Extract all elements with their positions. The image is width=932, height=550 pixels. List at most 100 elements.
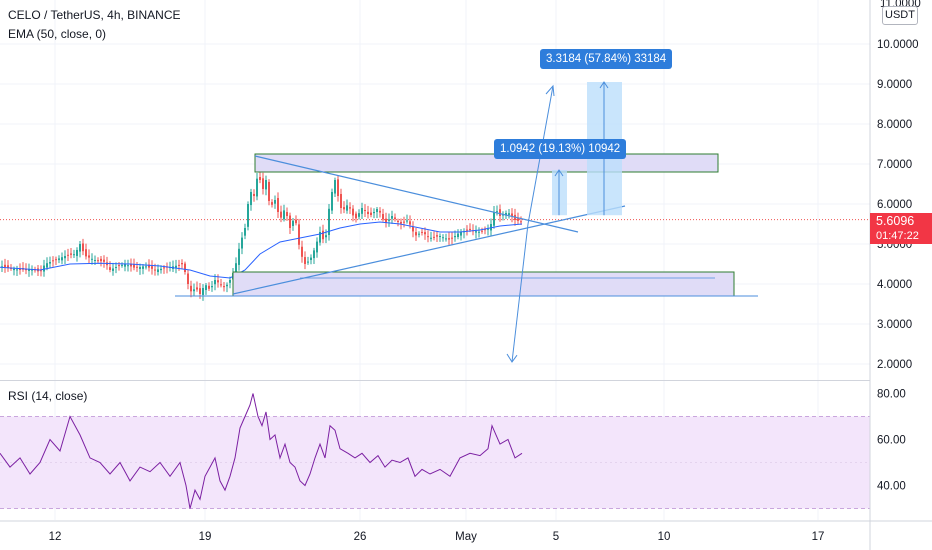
candle-body	[436, 235, 438, 237]
candle-body	[163, 267, 165, 269]
candle-body	[247, 204, 249, 227]
candle-body	[517, 218, 519, 221]
candle-body	[469, 228, 471, 230]
candle-body	[337, 179, 339, 196]
time-tick-label: 10	[658, 531, 671, 543]
candle-body	[142, 266, 144, 269]
candle-body	[457, 233, 459, 237]
candle-body	[403, 221, 405, 223]
symbol-legend: CELO / TetherUS, 4h, BINANCE	[8, 8, 181, 22]
candle-body	[259, 177, 261, 180]
candle-body	[223, 286, 225, 288]
candle-body	[388, 219, 390, 221]
candle-body	[118, 265, 120, 267]
candle-body	[157, 269, 159, 272]
candle-body	[40, 270, 42, 272]
candle-body	[76, 250, 78, 256]
candle-body	[442, 237, 444, 239]
candle-body	[85, 249, 87, 257]
candle-body	[340, 194, 342, 208]
candle-body	[277, 198, 279, 212]
ema-line	[0, 221, 523, 279]
price-tick-label: 10.0000	[877, 39, 919, 51]
candle-body	[346, 205, 348, 211]
candle-body	[79, 244, 81, 252]
candle-body	[310, 257, 312, 261]
candle-body	[121, 264, 123, 266]
resistance-zone	[254, 153, 719, 173]
candle-body	[88, 255, 90, 258]
candle-body	[376, 209, 378, 212]
candle-body	[295, 219, 297, 224]
candle-body	[382, 213, 384, 220]
candle-body	[313, 250, 315, 259]
candle-body	[298, 224, 300, 245]
candle-body	[427, 236, 429, 238]
candle-body	[496, 211, 498, 213]
candle-body	[448, 238, 450, 240]
candle-body	[316, 241, 318, 253]
currency-unit-button[interactable]: USDT	[882, 6, 918, 25]
candle-body	[319, 232, 321, 243]
price-tick-label: 6.0000	[877, 199, 912, 211]
candle-body	[352, 208, 354, 216]
candle-body	[196, 287, 198, 290]
candle-body	[385, 218, 387, 223]
candle-body	[397, 220, 399, 222]
price-tick-label: 9.0000	[877, 79, 912, 91]
candle-body	[205, 285, 207, 290]
candle-body	[268, 181, 270, 201]
top-price-label: 11.0000	[880, 0, 921, 10]
price-tick-label: 4.0000	[877, 279, 912, 291]
candle-body	[274, 200, 276, 204]
candle-body	[394, 217, 396, 219]
candle-body	[487, 228, 489, 230]
countdown-badge: 01:47:22	[870, 230, 932, 244]
candle-body	[364, 209, 366, 211]
candle-body	[379, 210, 381, 213]
candle-body	[367, 211, 369, 214]
candle-body	[103, 259, 105, 262]
candle-body	[28, 268, 30, 271]
scenario-down-line	[511, 223, 529, 363]
candle-body	[67, 254, 69, 256]
candle-body	[511, 213, 513, 217]
candle-body	[412, 226, 414, 232]
candle-body	[109, 267, 111, 270]
candle-body	[175, 265, 177, 268]
candle-body	[25, 269, 27, 271]
candle-body	[58, 258, 60, 261]
candle-body	[250, 192, 252, 206]
candle-body	[214, 280, 216, 285]
ema-legend: EMA (50, close, 0)	[8, 27, 107, 41]
candle-body	[19, 268, 21, 270]
candle-body	[187, 273, 189, 284]
candle-body	[331, 192, 333, 211]
candle-body	[433, 236, 435, 238]
candle-body	[283, 210, 285, 220]
rsi-pane	[0, 393, 870, 509]
candle-body	[130, 264, 132, 267]
candle-body	[475, 231, 477, 233]
support-zone	[232, 271, 735, 297]
time-tick-label: 26	[354, 531, 367, 543]
candle-body	[289, 215, 291, 228]
time-tick-label: 17	[812, 531, 825, 543]
candle-body	[244, 228, 246, 236]
candle-body	[328, 208, 330, 236]
candle-body	[415, 232, 417, 236]
candle-body	[115, 267, 117, 268]
candle-body	[307, 261, 309, 263]
candle-body	[4, 264, 6, 267]
candle-body	[190, 285, 192, 292]
candle-body	[238, 248, 240, 265]
candle-body	[424, 232, 426, 235]
candle-body	[481, 230, 483, 232]
price-tick-label: 2.0000	[877, 359, 912, 371]
candle-body	[52, 260, 54, 262]
candle-body	[400, 221, 402, 224]
candle-body	[124, 264, 126, 267]
candle-body	[94, 260, 96, 261]
candle-body	[145, 266, 147, 268]
